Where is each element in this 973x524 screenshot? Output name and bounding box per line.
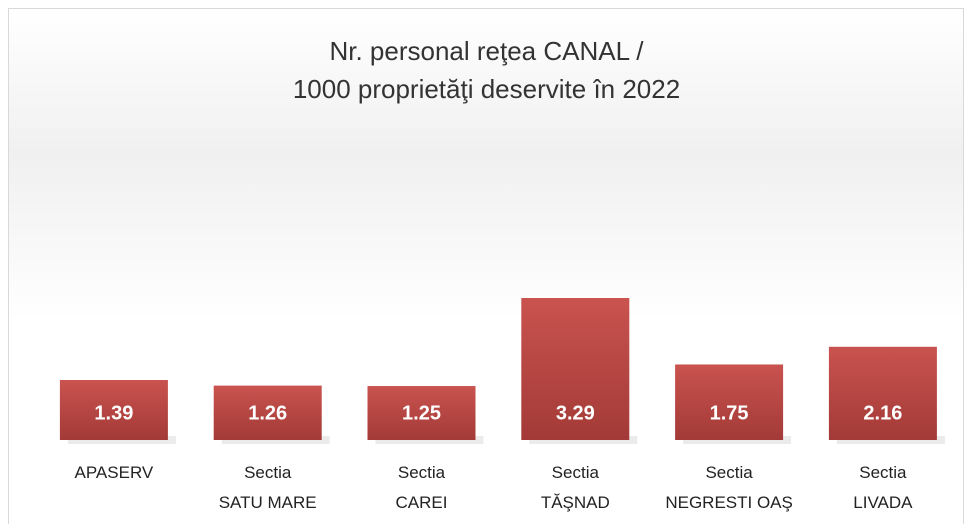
x-tick-label: Sectia TĂŞNAD (540, 463, 610, 512)
value-label: 1.26 (248, 402, 287, 424)
bar (367, 386, 476, 440)
value-label: 1.75 (710, 402, 749, 424)
bar (213, 385, 322, 440)
bar (521, 298, 630, 440)
chart-title: Nr. personal reţea CANAL / 1000 propriet… (292, 36, 681, 104)
value-label: 1.39 (94, 402, 133, 424)
bar (828, 346, 937, 440)
value-label: 2.16 (863, 402, 902, 424)
x-tick-label: Sectia NEGRESTI OAŞ (665, 463, 793, 512)
value-label: 3.29 (556, 402, 595, 424)
x-tick-label: Sectia CAREI (395, 463, 448, 512)
x-tick-label: Sectia SATU MARE (218, 463, 317, 512)
x-tick-label: APASERV (74, 463, 154, 482)
x-tick-label: Sectia LIVADA (853, 463, 913, 512)
value-label: 1.25 (402, 402, 441, 424)
bar (675, 364, 784, 440)
bar (59, 380, 168, 440)
